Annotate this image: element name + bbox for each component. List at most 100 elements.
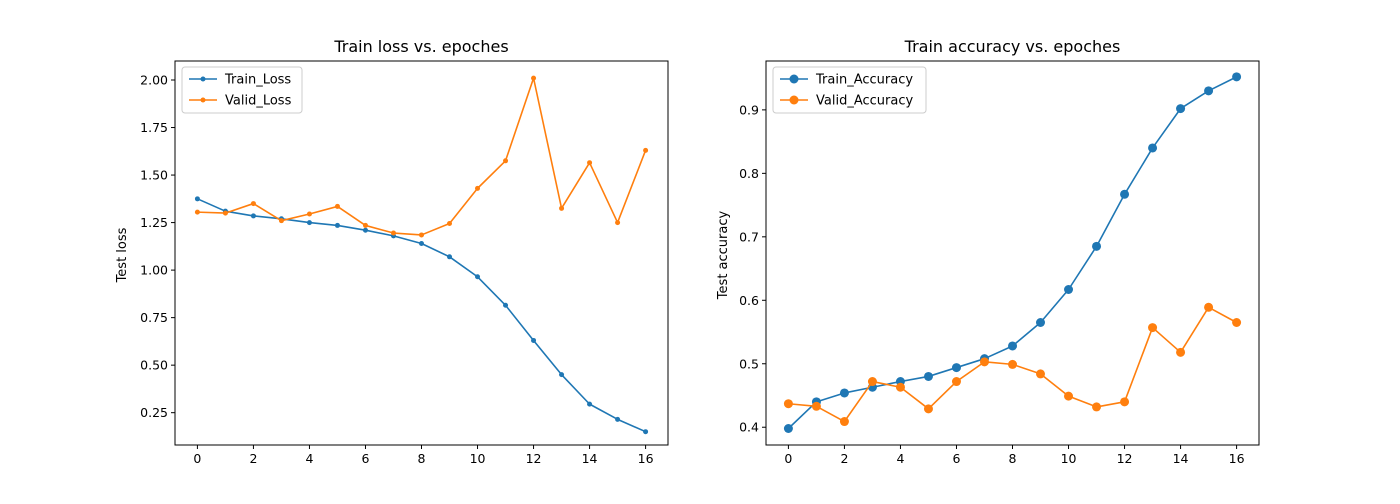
train-loss-point — [503, 302, 509, 308]
valid-accuracy-point — [783, 399, 793, 409]
legend-train-accuracy-swatch-marker — [789, 74, 799, 84]
valid-loss-point — [250, 201, 256, 207]
x-tick-label: 12 — [526, 451, 542, 466]
train-accuracy-point — [1008, 341, 1017, 351]
valid-accuracy-point — [1008, 359, 1017, 369]
loss-chart: Train loss vs. epoches Test loss 0 2 4 6 8 10… — [115, 37, 669, 466]
legend-valid-accuracy-label: Valid_Accuracy — [816, 94, 913, 109]
x-tick-label: 16 — [1229, 451, 1245, 466]
y-tick-label: 2.00 — [140, 73, 168, 88]
x-tick-label: 4 — [896, 451, 904, 466]
y-tick-label: 0.4 — [739, 420, 759, 435]
valid-loss-point — [306, 211, 312, 217]
x-tick-label: 0 — [784, 451, 792, 466]
valid-accuracy-point — [951, 377, 961, 387]
legend-valid-loss-label: Valid_Loss — [225, 94, 292, 109]
loss-plot-frame — [174, 60, 669, 446]
valid-loss-point — [334, 203, 340, 209]
legend-train-loss-label: Train_Loss — [224, 73, 291, 88]
train-accuracy-point — [1176, 104, 1186, 114]
train-loss-point — [615, 416, 621, 422]
valid-accuracy-point — [1204, 302, 1214, 312]
x-tick-label: 8 — [418, 451, 426, 466]
x-tick-label: 14 — [1173, 451, 1189, 466]
valid-loss-point — [559, 205, 565, 211]
x-tick-label: 16 — [638, 451, 654, 466]
valid-loss-point — [362, 222, 368, 228]
train-loss-point — [447, 254, 453, 260]
valid-accuracy-point — [923, 404, 933, 414]
train-loss-point — [250, 213, 256, 219]
valid-loss-point — [447, 221, 453, 227]
valid-loss-point — [222, 210, 228, 216]
valid-accuracy-point — [895, 382, 905, 392]
loss-y-axis-label: Test loss — [115, 227, 130, 283]
accuracy-chart-marks: 0 2 4 6 8 10 12 14 16 0.4 0.5 0.6 0.7 0.8 0.9 — [739, 72, 1245, 466]
valid-loss-point — [587, 160, 593, 166]
x-tick-label: 6 — [362, 451, 370, 466]
train-loss-point — [419, 240, 424, 246]
train-accuracy-point — [1148, 143, 1158, 153]
train-accuracy-point — [923, 371, 933, 381]
accuracy-legend: Train_Accuracy Valid_Accuracy — [772, 66, 927, 114]
x-tick-label: 8 — [1009, 451, 1017, 466]
train-loss-point — [475, 274, 481, 280]
y-tick-label: 1.50 — [140, 168, 168, 183]
valid-accuracy-point — [1092, 402, 1102, 412]
valid-loss-point — [615, 220, 621, 226]
train-loss-point — [587, 401, 593, 407]
valid-loss-point — [194, 209, 200, 215]
y-tick-label: 0.50 — [140, 358, 168, 373]
train-loss-point — [362, 227, 368, 233]
train-accuracy-point — [1232, 72, 1242, 82]
legend-valid-loss-swatch-marker — [200, 97, 206, 103]
loss-chart-marks: 0 2 4 6 8 10 12 14 16 0.25 0.50 0.75 1.00 1.25 1.50 1.7… — [140, 73, 653, 466]
legend-train-accuracy-label: Train_Accuracy — [815, 73, 913, 88]
train-loss-point — [531, 337, 537, 343]
train-accuracy-point — [839, 388, 849, 398]
legend-valid-accuracy-swatch-marker — [789, 95, 799, 105]
y-tick-label: 0.25 — [140, 405, 168, 420]
valid-accuracy-point — [1064, 391, 1074, 401]
train-accuracy-point — [951, 363, 961, 373]
valid-loss-point — [390, 230, 396, 236]
train-loss-point — [194, 196, 200, 202]
y-tick-label: 1.00 — [140, 263, 168, 278]
train-loss-point — [334, 222, 340, 228]
valid-accuracy-point — [1120, 397, 1130, 407]
valid-accuracy-point — [811, 401, 821, 411]
valid-loss-point — [475, 185, 481, 191]
valid-accuracy-point — [839, 417, 849, 427]
train-accuracy-point — [1204, 86, 1214, 96]
train-loss-point — [306, 220, 312, 226]
x-tick-label: 10 — [1061, 451, 1077, 466]
valid-loss-point — [278, 218, 284, 224]
accuracy-chart: Train accuracy vs. epoches Test accuracy… — [716, 37, 1260, 466]
valid-accuracy-point — [1232, 318, 1242, 328]
accuracy-plot-frame — [765, 60, 1260, 446]
x-tick-label: 10 — [470, 451, 486, 466]
y-tick-label: 0.75 — [140, 310, 168, 325]
valid-accuracy-point — [1036, 369, 1046, 379]
valid-loss-point — [643, 147, 649, 153]
x-tick-label: 6 — [953, 451, 961, 466]
valid-accuracy-point — [1148, 323, 1158, 333]
y-tick-label: 0.7 — [739, 229, 759, 244]
x-tick-label: 14 — [582, 451, 598, 466]
train-loss-point — [559, 372, 565, 378]
train-accuracy-point — [1120, 189, 1130, 199]
legend-box — [772, 66, 927, 114]
y-tick-label: 0.8 — [739, 166, 759, 181]
train-accuracy-point — [1064, 284, 1074, 294]
loss-chart-title: Train loss vs. epoches — [333, 37, 508, 56]
x-tick-label: 0 — [193, 451, 201, 466]
train-accuracy-point — [783, 423, 793, 433]
y-tick-label: 1.75 — [140, 120, 168, 135]
y-tick-label: 0.5 — [739, 356, 759, 371]
loss-legend: Train_Loss Valid_Loss — [181, 66, 303, 114]
y-tick-label: 1.25 — [140, 215, 168, 230]
train-accuracy-point — [1092, 241, 1102, 251]
y-tick-label: 0.9 — [739, 102, 759, 117]
